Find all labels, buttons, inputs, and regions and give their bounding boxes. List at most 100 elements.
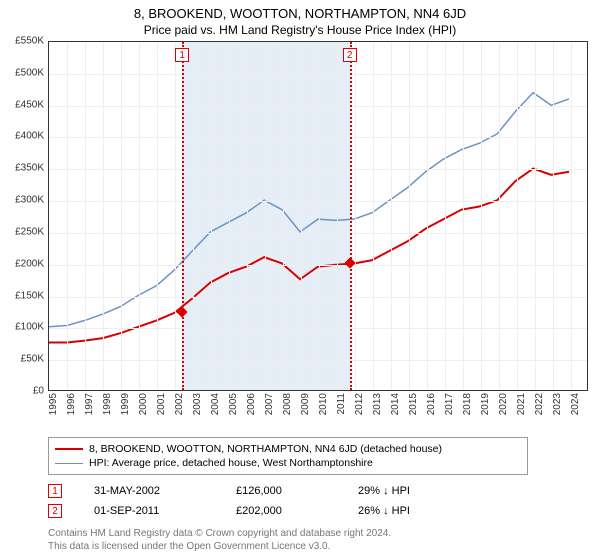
y-tick-label: £100K [15, 322, 44, 333]
x-tick-label: 2007 [264, 393, 275, 415]
footer-line: Contains HM Land Registry data © Crown c… [48, 527, 600, 540]
gridline [49, 360, 587, 361]
sales-date: 31-MAY-2002 [94, 485, 204, 497]
price-chart: £0£50K£100K£150K£200K£250K£300K£350K£400… [0, 41, 600, 411]
gridline [175, 42, 176, 390]
x-tick-label: 2010 [318, 393, 329, 415]
x-tick-label: 2012 [354, 393, 365, 415]
gridline [49, 137, 587, 138]
sale-marker-badge: 2 [343, 48, 357, 62]
x-tick-label: 2021 [516, 393, 527, 415]
x-tick-label: 2022 [534, 393, 545, 415]
sale-marker-badge: 1 [175, 48, 189, 62]
gridline [301, 42, 302, 390]
sales-row: 2 01-SEP-2011 £202,000 26% ↓ HPI [48, 501, 600, 521]
y-tick-label: £200K [15, 258, 44, 269]
footer-attribution: Contains HM Land Registry data © Crown c… [48, 527, 600, 553]
gridline [535, 42, 536, 390]
y-tick-label: £300K [15, 195, 44, 206]
x-tick-label: 2009 [300, 393, 311, 415]
x-tick-label: 2004 [210, 393, 221, 415]
gridline [139, 42, 140, 390]
chart-lines [49, 42, 587, 390]
footer-line: This data is licensed under the Open Gov… [48, 540, 600, 553]
y-tick-label: £250K [15, 226, 44, 237]
gridline [193, 42, 194, 390]
y-tick-label: £450K [15, 99, 44, 110]
x-tick-label: 1997 [84, 393, 95, 415]
gridline [283, 42, 284, 390]
x-tick-label: 2014 [390, 393, 401, 415]
gridline [265, 42, 266, 390]
y-tick-label: £0 [33, 386, 44, 397]
gridline [49, 265, 587, 266]
gridline [49, 233, 587, 234]
series-line [49, 93, 569, 327]
x-tick-label: 2023 [552, 393, 563, 415]
page-title: 8, BROOKEND, WOOTTON, NORTHAMPTON, NN4 6… [0, 0, 600, 21]
legend-item: HPI: Average price, detached house, West… [55, 456, 521, 470]
gridline [463, 42, 464, 390]
x-tick-label: 2005 [228, 393, 239, 415]
gridline [211, 42, 212, 390]
gridline [157, 42, 158, 390]
x-tick-label: 2019 [480, 393, 491, 415]
sales-price: £126,000 [236, 485, 326, 497]
x-tick-label: 2013 [372, 393, 383, 415]
sales-date: 01-SEP-2011 [94, 505, 204, 517]
gridline [373, 42, 374, 390]
plot-area: 12 [48, 41, 588, 391]
gridline [67, 42, 68, 390]
legend-label: 8, BROOKEND, WOOTTON, NORTHAMPTON, NN4 6… [89, 443, 442, 455]
sale-marker-line [182, 42, 184, 390]
x-tick-label: 1996 [66, 393, 77, 415]
gridline [229, 42, 230, 390]
x-tick-label: 2016 [426, 393, 437, 415]
y-tick-label: £50K [21, 354, 44, 365]
sales-row: 1 31-MAY-2002 £126,000 29% ↓ HPI [48, 481, 600, 501]
gridline [409, 42, 410, 390]
y-axis: £0£50K£100K£150K£200K£250K£300K£350K£400… [0, 41, 48, 391]
x-tick-label: 2020 [498, 393, 509, 415]
y-tick-label: £550K [15, 36, 44, 47]
sales-marker-badge: 2 [48, 504, 62, 518]
x-tick-label: 2017 [444, 393, 455, 415]
gridline [427, 42, 428, 390]
gridline [49, 328, 587, 329]
series-line [49, 169, 569, 343]
x-tick-label: 2001 [156, 393, 167, 415]
y-tick-label: £150K [15, 290, 44, 301]
x-tick-label: 2015 [408, 393, 419, 415]
gridline [247, 42, 248, 390]
sales-marker-badge: 1 [48, 484, 62, 498]
sales-price: £202,000 [236, 505, 326, 517]
gridline [391, 42, 392, 390]
sales-delta: 29% ↓ HPI [358, 485, 410, 497]
x-tick-label: 1995 [48, 393, 59, 415]
sale-marker-line [350, 42, 352, 390]
legend-label: HPI: Average price, detached house, West… [89, 457, 373, 469]
gridline [553, 42, 554, 390]
x-tick-label: 1998 [102, 393, 113, 415]
sales-delta: 26% ↓ HPI [358, 505, 410, 517]
legend-swatch [55, 463, 83, 464]
gridline [481, 42, 482, 390]
gridline [103, 42, 104, 390]
gridline [355, 42, 356, 390]
gridline [49, 169, 587, 170]
y-tick-label: £500K [15, 67, 44, 78]
x-tick-label: 2006 [246, 393, 257, 415]
x-tick-label: 2024 [570, 393, 581, 415]
y-tick-label: £350K [15, 163, 44, 174]
gridline [499, 42, 500, 390]
page-subtitle: Price paid vs. HM Land Registry's House … [0, 21, 600, 41]
legend-swatch [55, 448, 83, 450]
gridline [337, 42, 338, 390]
x-tick-label: 2018 [462, 393, 473, 415]
x-tick-label: 2000 [138, 393, 149, 415]
gridline [49, 297, 587, 298]
x-tick-label: 1999 [120, 393, 131, 415]
gridline [49, 106, 587, 107]
gridline [571, 42, 572, 390]
x-tick-label: 2011 [336, 393, 347, 415]
